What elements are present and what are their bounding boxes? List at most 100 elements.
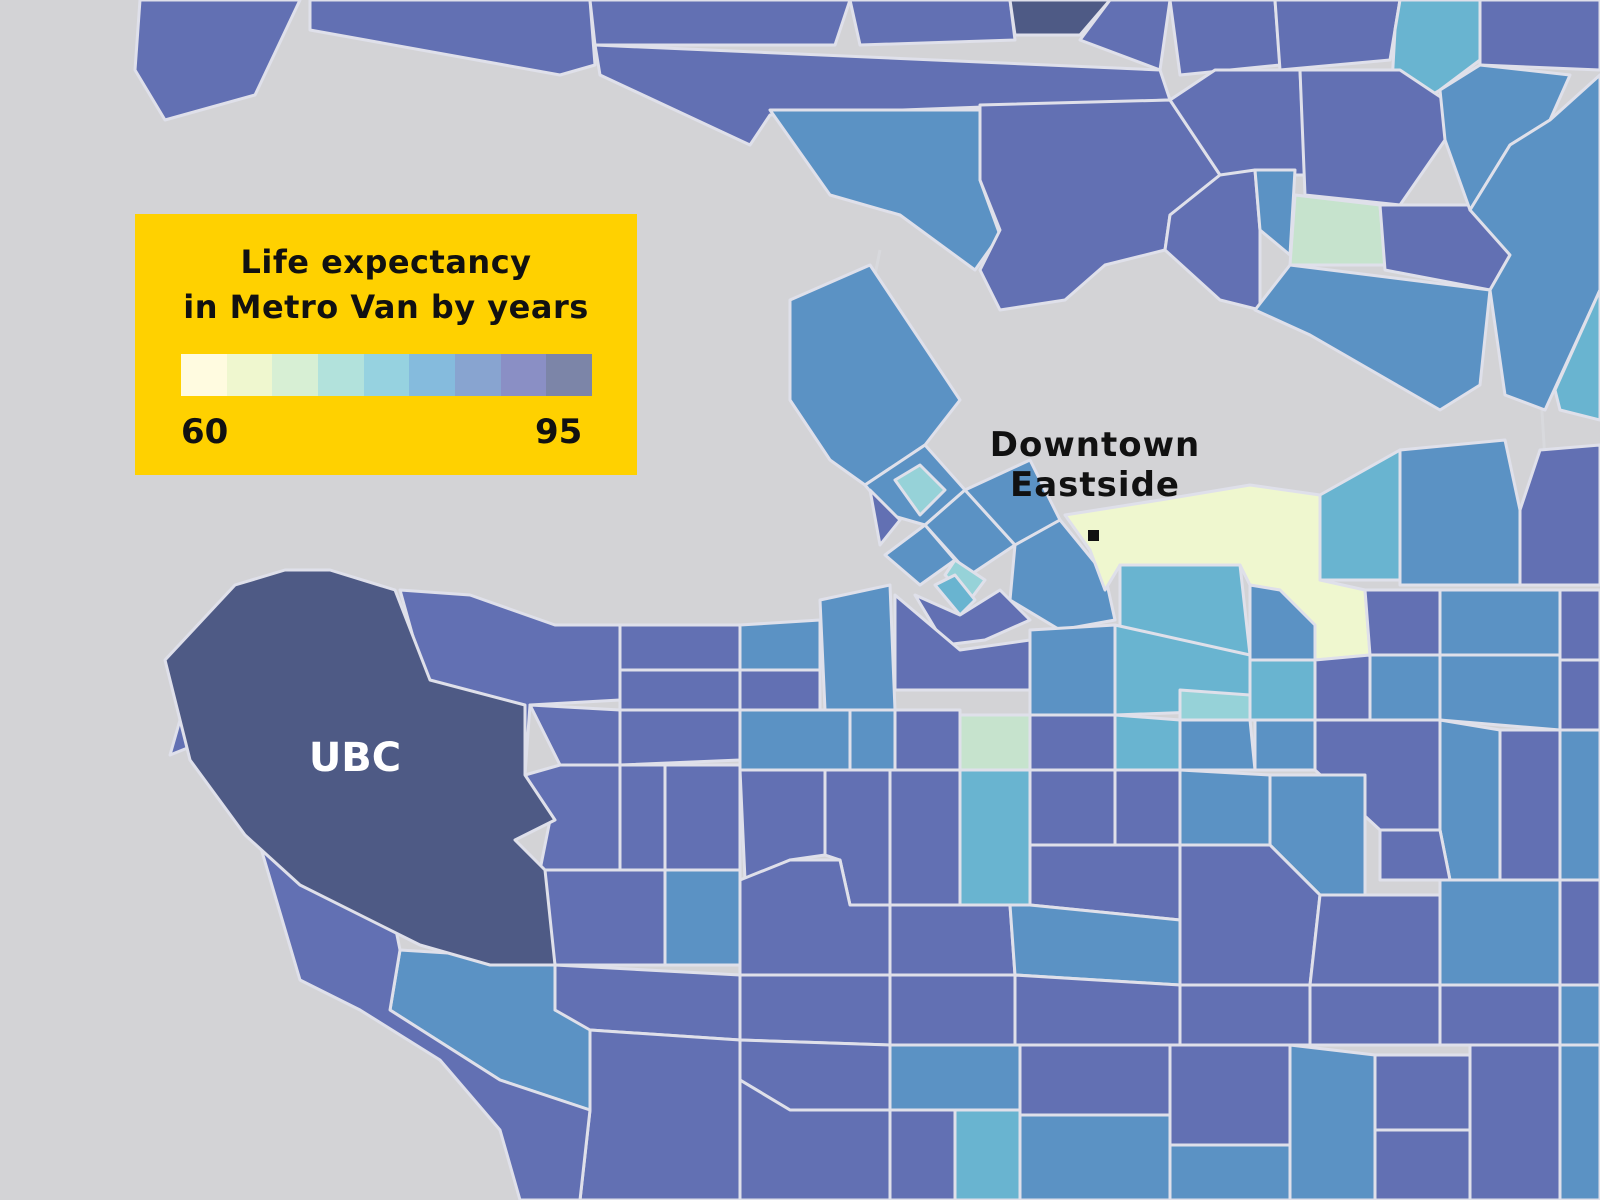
- legend-swatch: [181, 354, 227, 396]
- region: [1018, 1043, 1172, 1117]
- region: [1438, 588, 1562, 657]
- region: [1308, 983, 1442, 1047]
- region: [1288, 193, 1387, 267]
- downtown-eastside-label: Downtown Eastside: [960, 425, 1230, 505]
- region: [1028, 768, 1117, 847]
- region: [958, 768, 1032, 907]
- region: [1168, 0, 1282, 77]
- region: [888, 1043, 1022, 1112]
- region: [1368, 653, 1442, 722]
- legend-swatch: [363, 354, 410, 396]
- legend-swatch: [409, 354, 456, 396]
- region: [1313, 653, 1372, 722]
- region: [738, 668, 822, 712]
- region: [1558, 878, 1600, 987]
- region: [578, 1028, 742, 1200]
- legend-swatch: [272, 354, 319, 396]
- region: [1468, 1043, 1562, 1200]
- downtown-eastside-label-line1: Downtown: [989, 425, 1201, 465]
- region: [1558, 588, 1600, 662]
- legend-max-label: 95: [535, 412, 583, 452]
- region: [618, 708, 742, 767]
- legend-swatch: [500, 354, 547, 396]
- region: [258, 843, 592, 1200]
- region: [1113, 713, 1182, 772]
- region: [958, 713, 1032, 772]
- region: [888, 1108, 957, 1200]
- region: [888, 973, 1017, 1047]
- region: [133, 0, 302, 122]
- legend-color-ramp: [181, 354, 593, 396]
- region: [933, 573, 977, 617]
- region: [1438, 653, 1562, 732]
- region: [738, 973, 892, 1047]
- legend-swatch: [318, 354, 364, 396]
- legend-min-label: 60: [181, 412, 229, 452]
- region: [848, 708, 897, 772]
- region: [738, 618, 822, 672]
- region: [1178, 718, 1257, 772]
- region: [308, 0, 597, 77]
- region: [1378, 828, 1452, 882]
- region: [618, 623, 742, 672]
- region: [888, 768, 962, 907]
- region: [1558, 728, 1600, 882]
- legend-swatch: [546, 354, 593, 396]
- region: [1373, 1053, 1472, 1132]
- region: [1248, 658, 1317, 722]
- legend-swatch: [226, 354, 273, 396]
- region: [1168, 1043, 1292, 1147]
- region: [1438, 983, 1562, 1047]
- legend-title: Life expectancy in Metro Van by years: [135, 240, 637, 330]
- region: [618, 668, 742, 712]
- region: [1113, 768, 1182, 847]
- region: [1558, 1043, 1600, 1200]
- downtown-eastside-label-line2: Eastside: [1010, 465, 1180, 505]
- region: [593, 43, 1172, 147]
- region: [1498, 728, 1562, 882]
- region: [588, 0, 852, 47]
- region: [1018, 1113, 1172, 1200]
- region: [538, 868, 667, 967]
- region: [848, 0, 1017, 47]
- region: [1178, 983, 1312, 1047]
- region: [1373, 1128, 1472, 1200]
- region: [1013, 973, 1182, 1047]
- region: [893, 463, 947, 517]
- region: [1468, 73, 1600, 412]
- region: [1008, 903, 1182, 987]
- region: [663, 763, 742, 872]
- region: [738, 708, 852, 772]
- region: [1178, 688, 1252, 722]
- neighbourhood-regions: [133, 0, 1600, 1200]
- region: [1553, 288, 1600, 422]
- region: [1438, 878, 1562, 987]
- region: [868, 488, 902, 547]
- region: [953, 1108, 1022, 1200]
- region: [1028, 623, 1122, 717]
- region: [1518, 443, 1600, 587]
- region: [738, 768, 827, 882]
- region: [1248, 583, 1317, 662]
- region: [1558, 658, 1600, 732]
- region: [1438, 718, 1502, 882]
- region: [1008, 0, 1112, 37]
- ubc-label: UBC: [308, 735, 402, 781]
- downtown-eastside-marker: [1088, 530, 1099, 541]
- region: [1163, 168, 1262, 312]
- legend-title-line1: Life expectancy: [240, 243, 532, 281]
- region: [1168, 1143, 1292, 1200]
- region: [818, 583, 897, 712]
- region: [663, 868, 742, 967]
- region: [1288, 1043, 1377, 1200]
- region: [893, 708, 962, 772]
- region: [1308, 893, 1442, 987]
- region: [888, 903, 1017, 977]
- region: [1273, 0, 1402, 72]
- legend-title-line2: in Metro Van by years: [183, 288, 589, 326]
- region: [1178, 768, 1272, 847]
- region: [1558, 983, 1600, 1047]
- region: [1253, 718, 1317, 772]
- region-ubc: [163, 568, 557, 967]
